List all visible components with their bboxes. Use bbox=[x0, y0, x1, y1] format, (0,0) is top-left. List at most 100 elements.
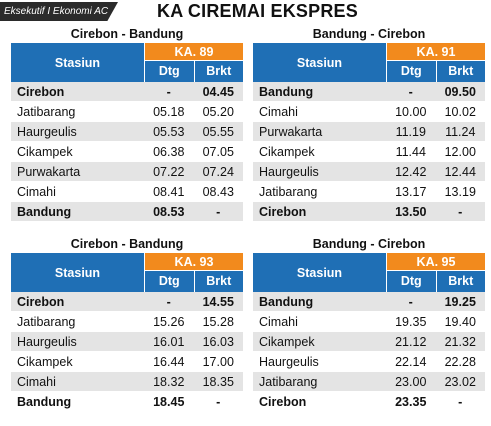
station-name: Haurgeulis bbox=[259, 355, 319, 369]
departure-time: 08.43 bbox=[202, 185, 234, 199]
train-number: KA. 91 bbox=[386, 43, 485, 61]
table-header: Stasiun KA. 89 Dtg Brkt bbox=[11, 43, 243, 82]
station-name: Cimahi bbox=[259, 315, 298, 329]
table-header: Stasiun KA. 91 Dtg Brkt bbox=[253, 43, 485, 82]
departure-time: 19.25 bbox=[444, 295, 476, 309]
arrival-time: 22.14 bbox=[395, 355, 427, 369]
arrival-time: 16.44 bbox=[153, 355, 185, 369]
column-header-station: Stasiun bbox=[253, 43, 386, 82]
arrival-time: 08.41 bbox=[153, 185, 185, 199]
table-header: Stasiun KA. 95 Dtg Brkt bbox=[253, 253, 485, 292]
arrival-time: 21.12 bbox=[395, 335, 427, 349]
table-row: Haurgeulis 12.42 12.44 bbox=[253, 162, 485, 182]
station-name: Jatibarang bbox=[259, 375, 318, 389]
station-name: Cimahi bbox=[17, 185, 56, 199]
departure-time: 05.55 bbox=[202, 125, 234, 139]
departure-time: 10.02 bbox=[444, 105, 476, 119]
departure-time: 13.19 bbox=[444, 185, 476, 199]
arrival-time: 05.53 bbox=[153, 125, 185, 139]
column-header-station: Stasiun bbox=[253, 253, 386, 292]
table-row: Cirebon 13.50 - bbox=[253, 202, 485, 222]
arrival-time: 06.38 bbox=[153, 145, 185, 159]
station-name: Cikampek bbox=[17, 355, 73, 369]
arrival-time: 11.44 bbox=[395, 145, 426, 159]
station-name: Cimahi bbox=[17, 375, 56, 389]
station-name: Cimahi bbox=[259, 105, 298, 119]
station-name: Bandung bbox=[17, 395, 72, 409]
departure-time: 16.03 bbox=[202, 335, 234, 349]
arrival-time: 19.35 bbox=[395, 315, 427, 329]
arrival-time: 18.45 bbox=[153, 395, 185, 409]
class-label: Eksekutif I Ekonomi AC bbox=[0, 2, 118, 21]
departure-time: 12.44 bbox=[444, 165, 476, 179]
arrival-time: 05.18 bbox=[153, 105, 185, 119]
departure-time: 04.45 bbox=[202, 85, 234, 99]
departure-time: 11.24 bbox=[445, 125, 476, 139]
train-number: KA. 93 bbox=[144, 253, 243, 271]
route-title: Cirebon - Bandung bbox=[70, 237, 184, 251]
timetable-panel: Cirebon - Bandung Stasiun KA. 89 Dtg Brkt Cir… bbox=[11, 26, 243, 222]
column-header-arrival: Dtg bbox=[144, 61, 194, 82]
table-row: Jatibarang 15.26 15.28 bbox=[11, 312, 243, 332]
departure-time: 09.50 bbox=[444, 85, 476, 99]
station-name: Cikampek bbox=[17, 145, 73, 159]
route-title: Bandung - Cirebon bbox=[312, 27, 426, 41]
table-row: Cimahi 10.00 10.02 bbox=[253, 102, 485, 122]
table-header: Stasiun KA. 93 Dtg Brkt bbox=[11, 253, 243, 292]
station-name: Haurgeulis bbox=[17, 125, 77, 139]
station-name: Cirebon bbox=[17, 85, 65, 99]
route-title: Cirebon - Bandung bbox=[70, 27, 184, 41]
table-row: Cimahi 18.32 18.35 bbox=[11, 372, 243, 392]
departure-time: 21.32 bbox=[444, 335, 476, 349]
departure-time: 23.02 bbox=[444, 375, 476, 389]
departure-time: 15.28 bbox=[202, 315, 234, 329]
table-row: Bandung - 09.50 bbox=[253, 82, 485, 102]
train-header-group: KA. 93 Dtg Brkt bbox=[144, 253, 243, 292]
route-title: Bandung - Cirebon bbox=[312, 237, 426, 251]
departure-time: - bbox=[216, 205, 221, 219]
station-name: Cirebon bbox=[17, 295, 65, 309]
column-header-station: Stasiun bbox=[11, 253, 144, 292]
station-name: Jatibarang bbox=[259, 185, 318, 199]
time-subheader: Dtg Brkt bbox=[386, 61, 485, 82]
departure-time: 19.40 bbox=[444, 315, 476, 329]
train-header-group: KA. 91 Dtg Brkt bbox=[386, 43, 485, 82]
departure-time: 05.20 bbox=[202, 105, 234, 119]
departure-time: - bbox=[216, 395, 221, 409]
arrival-time: - bbox=[166, 85, 171, 99]
station-name: Jatibarang bbox=[17, 315, 76, 329]
column-header-arrival: Dtg bbox=[386, 271, 436, 292]
table-row: Haurgeulis 16.01 16.03 bbox=[11, 332, 243, 352]
timetable-panel: Bandung - Cirebon Stasiun KA. 95 Dtg Brkt Ban… bbox=[253, 236, 485, 412]
timetable-panel: Bandung - Cirebon Stasiun KA. 91 Dtg Brkt Ban… bbox=[253, 26, 485, 222]
table-row: Purwakarta 07.22 07.24 bbox=[11, 162, 243, 182]
table-row: Bandung 08.53 - bbox=[11, 202, 243, 222]
departure-time: 14.55 bbox=[202, 295, 234, 309]
column-header-station: Stasiun bbox=[11, 43, 144, 82]
column-header-departure: Brkt bbox=[193, 271, 243, 292]
page-title: KA CIREMAI EKSPRES bbox=[157, 1, 358, 21]
column-header-departure: Brkt bbox=[193, 61, 243, 82]
table-row: Bandung 18.45 - bbox=[11, 392, 243, 412]
departure-time: 18.35 bbox=[202, 375, 234, 389]
table-row: Cikampek 11.44 12.00 bbox=[253, 142, 485, 162]
table-row: Cirebon 23.35 - bbox=[253, 392, 485, 412]
arrival-time: 13.50 bbox=[395, 205, 427, 219]
station-name: Cikampek bbox=[259, 335, 315, 349]
arrival-time: 16.01 bbox=[153, 335, 185, 349]
station-name: Cirebon bbox=[259, 205, 307, 219]
table-row: Cirebon - 04.45 bbox=[11, 82, 243, 102]
column-header-departure: Brkt bbox=[435, 61, 485, 82]
table-row: Cikampek 21.12 21.32 bbox=[253, 332, 485, 352]
time-subheader: Dtg Brkt bbox=[144, 271, 243, 292]
table-row: Jatibarang 05.18 05.20 bbox=[11, 102, 243, 122]
table-row: Cikampek 16.44 17.00 bbox=[11, 352, 243, 372]
table-row: Cikampek 06.38 07.05 bbox=[11, 142, 243, 162]
departure-time: 07.05 bbox=[202, 145, 234, 159]
station-name: Bandung bbox=[259, 85, 314, 99]
arrival-time: 15.26 bbox=[153, 315, 185, 329]
departure-time: 07.24 bbox=[202, 165, 234, 179]
train-header-group: KA. 95 Dtg Brkt bbox=[386, 253, 485, 292]
column-header-arrival: Dtg bbox=[386, 61, 436, 82]
timetable-panel: Cirebon - Bandung Stasiun KA. 93 Dtg Brkt Cir… bbox=[11, 236, 243, 412]
